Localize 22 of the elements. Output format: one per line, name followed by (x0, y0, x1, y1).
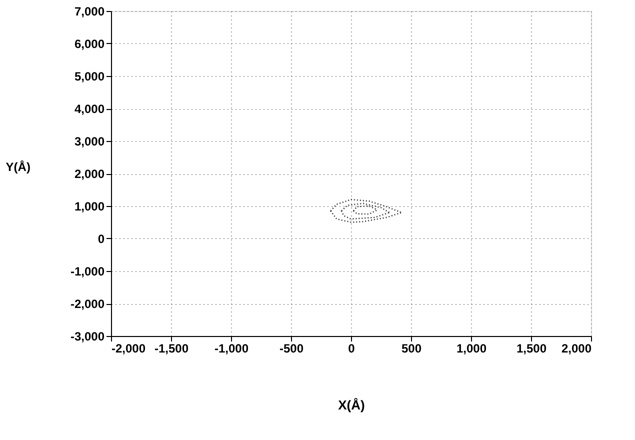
x-axis-title: X(Å) (338, 398, 365, 412)
y-tick-label: 1,000 (74, 200, 105, 214)
x-tick-label: 0 (348, 342, 356, 356)
x-tick-label: -500 (279, 342, 304, 356)
y-tick-label: 5,000 (74, 70, 105, 84)
y-tick-label: 4,000 (74, 102, 105, 116)
y-tick-label: -2,000 (70, 297, 105, 311)
x-tick-label: -1,000 (214, 342, 249, 356)
y-tick-label: 7,000 (74, 4, 105, 18)
y-tick-label: 0 (98, 232, 105, 246)
x-tick-label: 1,000 (456, 342, 487, 356)
x-tick-label: -1,500 (154, 342, 189, 356)
y-tick-label: 3,000 (74, 134, 105, 148)
x-tick-label: 500 (401, 342, 422, 356)
y-tick-label: 2,000 (74, 167, 105, 181)
x-tick-label: 1,500 (516, 342, 547, 356)
x-tick-label: -2,000 (112, 342, 146, 356)
y-tick-label: -3,000 (70, 330, 105, 344)
x-tick-label: 2,000 (561, 342, 592, 356)
y-tick-label: -1,000 (70, 264, 105, 278)
y-axis-title: Y(Å) (6, 160, 30, 174)
y-tick-label: 6,000 (74, 37, 105, 51)
